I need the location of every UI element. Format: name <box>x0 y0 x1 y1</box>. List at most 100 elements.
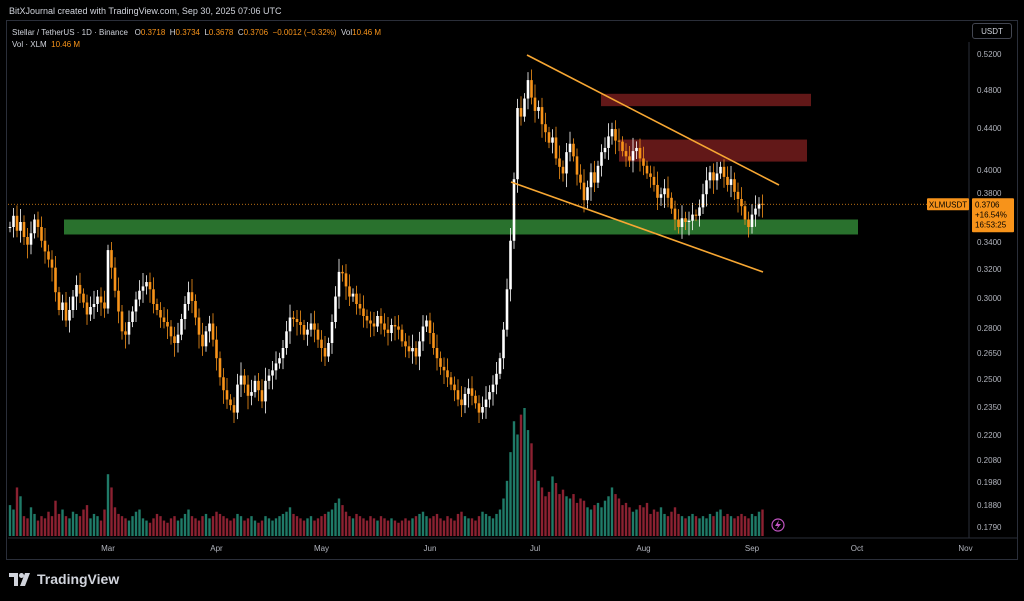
price-tick-label: 0.4800 <box>977 86 1002 95</box>
symbol-title[interactable]: Stellar / TetherUS · 1D · Binance <box>12 28 128 37</box>
candle-body <box>652 176 656 185</box>
candle-body <box>729 179 733 185</box>
volume-bar <box>103 509 106 536</box>
candle-body <box>397 326 400 330</box>
volume-bar <box>397 522 400 536</box>
candle-body <box>43 240 47 252</box>
candle-body <box>36 219 40 227</box>
volume-bar <box>92 513 96 536</box>
candle-body <box>316 329 320 340</box>
candle-body <box>649 173 652 177</box>
candle-body <box>439 358 442 367</box>
volume-bar <box>491 518 495 536</box>
candle-body <box>197 317 201 335</box>
volume-bar <box>292 513 295 536</box>
candle-body <box>670 197 673 209</box>
tradingview-brand[interactable]: TradingView <box>9 571 119 587</box>
volume-bar <box>117 513 120 536</box>
candle-body <box>684 218 687 222</box>
volume-bar <box>635 509 638 536</box>
volume-bar <box>467 518 470 536</box>
volume-bar <box>201 516 204 536</box>
candle-body <box>243 375 246 385</box>
volume-bar <box>418 513 421 536</box>
candle-body <box>141 286 145 291</box>
candle-body <box>47 251 50 260</box>
volume-bar <box>747 518 750 536</box>
candle-body <box>498 358 502 374</box>
volume-bar <box>495 513 498 536</box>
volume-bar <box>306 518 309 536</box>
time-tick-label: Nov <box>958 544 972 553</box>
price-tick-label: 0.2080 <box>977 456 1002 465</box>
volume-bar <box>187 509 190 536</box>
candle-body <box>554 137 558 159</box>
candle-body <box>71 296 75 310</box>
volume-bar <box>106 474 110 536</box>
volume-bar <box>470 518 474 536</box>
chart-frame[interactable] <box>6 20 1018 560</box>
candle-body <box>726 176 729 185</box>
candle-body <box>180 319 183 335</box>
volume-bar <box>432 516 435 536</box>
ticker-tag-bg <box>927 198 969 211</box>
volume-bar <box>645 502 649 536</box>
volume-bar <box>288 507 292 536</box>
volume-bar <box>57 513 61 536</box>
candle-body <box>204 331 208 347</box>
lightning-alert-icon[interactable] <box>771 518 785 532</box>
candle-body <box>449 377 453 385</box>
volume-bar <box>327 511 330 536</box>
candle-body <box>166 322 169 327</box>
time-tick-label: Jul <box>530 544 540 553</box>
candle-body <box>386 329 390 333</box>
chart-legend: Stellar / TetherUS · 1D · Binance O0.371… <box>12 27 381 51</box>
candle-body <box>610 129 614 137</box>
volume-bar <box>383 518 386 536</box>
candle-body <box>351 293 355 297</box>
volume-bar <box>442 520 446 536</box>
candle-body <box>22 222 26 237</box>
candle-body <box>400 329 404 342</box>
candle-body <box>355 293 358 304</box>
low-key: L <box>204 28 209 37</box>
volume-indicator-label[interactable]: Vol · XLM <box>12 40 47 49</box>
volume-bar <box>134 511 138 536</box>
price-tick-label: 0.5200 <box>977 50 1002 59</box>
volume-bar <box>190 516 194 536</box>
volume-bar <box>400 520 404 536</box>
volume-bar <box>320 516 323 536</box>
candle-body <box>621 141 624 152</box>
price-tick-label: 0.2650 <box>977 349 1002 358</box>
candle-body <box>460 399 463 406</box>
candle-body <box>663 188 666 195</box>
candle-body <box>470 388 474 396</box>
volume-bar <box>621 505 624 536</box>
candle-body <box>309 323 313 330</box>
volume-bar <box>323 513 327 536</box>
volume-bar <box>358 516 362 536</box>
candle-body <box>120 311 124 332</box>
price-tick-label: 0.2500 <box>977 375 1002 384</box>
candle-body <box>519 108 523 117</box>
volume-bar <box>246 518 250 536</box>
volume-bar <box>439 518 442 536</box>
volume-bar <box>610 487 614 536</box>
price-tag-change: +16.54% <box>975 210 1007 219</box>
currency-button[interactable]: USDT <box>972 23 1012 39</box>
candle-body <box>505 289 509 330</box>
candle-body <box>383 323 386 330</box>
volume-bar <box>481 511 484 536</box>
volume-bar <box>211 516 215 536</box>
volume-bar <box>484 513 488 536</box>
price-tick-label: 0.3800 <box>977 189 1002 198</box>
candle-body <box>617 140 621 142</box>
candle-body <box>232 405 236 413</box>
volume-bar <box>166 522 169 536</box>
volume-bar <box>281 513 285 536</box>
channel-lower-line <box>510 181 764 273</box>
candle-body <box>516 108 519 180</box>
volume-bar <box>260 520 264 536</box>
volume-bar <box>708 513 712 536</box>
